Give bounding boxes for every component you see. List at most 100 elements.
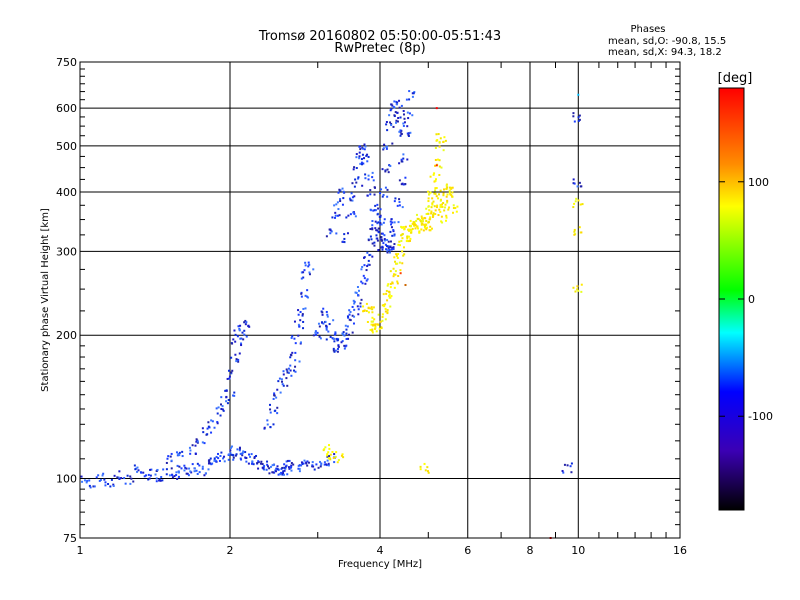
data-point <box>301 313 304 316</box>
data-point <box>359 162 362 165</box>
data-point <box>364 173 367 176</box>
data-point <box>126 474 129 477</box>
data-point <box>362 305 365 308</box>
data-point <box>416 217 419 220</box>
data-point <box>401 226 404 229</box>
data-point <box>325 328 328 331</box>
data-point <box>311 464 314 467</box>
data-point <box>285 377 288 380</box>
data-point <box>312 268 315 271</box>
data-point <box>411 95 414 98</box>
data-point <box>329 229 332 232</box>
data-point <box>393 221 396 224</box>
data-point <box>345 328 348 331</box>
data-point <box>342 331 345 334</box>
data-point <box>269 408 272 411</box>
data-point <box>276 468 279 471</box>
data-point <box>281 380 284 383</box>
data-point <box>438 173 441 176</box>
data-point <box>193 467 196 470</box>
data-point <box>293 320 296 323</box>
data-point <box>358 157 361 160</box>
data-point <box>244 323 247 326</box>
data-point <box>427 190 430 193</box>
data-point <box>134 468 137 471</box>
data-point <box>186 472 189 475</box>
data-point <box>346 315 349 318</box>
data-point <box>354 215 357 218</box>
data-point <box>279 391 282 394</box>
data-point <box>444 139 447 142</box>
data-point <box>398 106 401 109</box>
data-point <box>273 394 276 397</box>
data-point <box>411 92 414 95</box>
data-point <box>189 452 192 455</box>
data-point <box>168 474 171 477</box>
data-point <box>440 166 443 169</box>
data-point <box>365 269 368 272</box>
data-point <box>390 124 393 127</box>
data-point <box>299 310 302 313</box>
data-point <box>399 134 402 137</box>
data-point <box>83 479 86 482</box>
data-point <box>286 369 289 372</box>
data-point <box>390 108 393 111</box>
data-point <box>202 431 205 434</box>
data-point <box>221 405 224 408</box>
data-point <box>342 456 345 459</box>
data-point <box>394 260 397 263</box>
data-point <box>243 321 246 324</box>
data-point <box>352 168 355 171</box>
data-point <box>361 282 364 285</box>
data-point <box>373 244 376 247</box>
data-point <box>405 98 408 101</box>
data-point <box>352 299 355 302</box>
data-point <box>442 140 445 143</box>
data-point <box>239 324 242 327</box>
data-point <box>366 153 369 156</box>
data-point <box>402 124 405 127</box>
data-point <box>332 349 335 352</box>
data-point <box>322 322 325 325</box>
data-point <box>434 158 437 161</box>
y-tick-label: 100 <box>56 473 77 486</box>
data-point <box>225 400 228 403</box>
data-point <box>399 131 402 134</box>
data-point <box>359 305 362 308</box>
data-point <box>386 309 389 312</box>
data-point <box>448 206 451 209</box>
data-point <box>387 240 390 243</box>
data-point <box>327 451 330 454</box>
data-point <box>416 225 419 228</box>
data-point <box>388 114 391 117</box>
data-point <box>573 182 576 185</box>
data-point <box>357 289 360 292</box>
data-point <box>386 188 389 191</box>
data-point <box>424 226 427 229</box>
data-point <box>282 473 285 476</box>
data-point <box>384 186 387 189</box>
data-point <box>427 471 430 474</box>
data-point <box>241 454 244 457</box>
data-point <box>277 473 280 476</box>
data-point <box>112 483 115 486</box>
data-point <box>242 450 245 453</box>
data-point <box>136 466 139 469</box>
data-point <box>289 364 292 367</box>
data-point <box>380 236 383 239</box>
data-point <box>420 215 423 218</box>
data-point <box>391 142 394 145</box>
data-point <box>439 210 442 213</box>
data-point <box>244 451 247 454</box>
data-point <box>331 450 334 453</box>
data-point <box>336 201 339 204</box>
data-point <box>242 338 245 341</box>
data-point <box>335 203 338 206</box>
data-point <box>326 315 329 318</box>
data-point <box>253 457 256 460</box>
data-point <box>396 111 399 114</box>
data-point <box>170 467 173 470</box>
data-point <box>402 113 405 116</box>
data-point <box>240 344 243 347</box>
